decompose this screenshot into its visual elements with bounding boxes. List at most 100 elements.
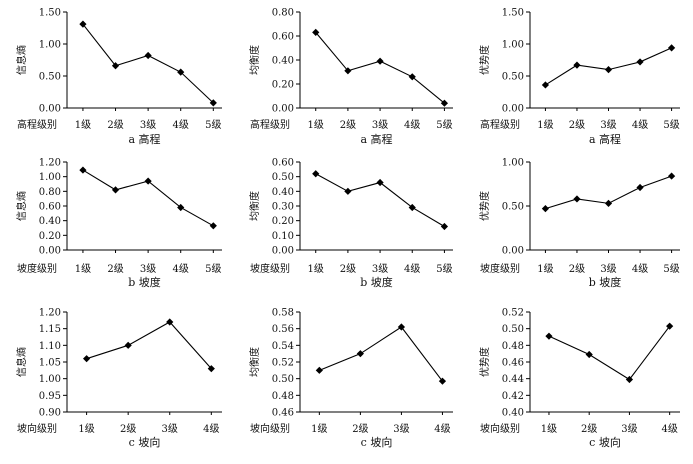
panel-8-data-point-2 <box>585 350 593 359</box>
panel-7-y-tick-label: 0.56 <box>272 324 294 335</box>
panel-6-y-tick-label: 1.00 <box>39 374 61 385</box>
panel-1-data-point-3 <box>376 57 384 65</box>
panel-7-caption: c 坡向 <box>361 435 393 449</box>
panel-5-data-point-3 <box>604 199 613 207</box>
panel-2-x-tick-label: 3级 <box>600 119 616 131</box>
panel-4-x-tick-label: 1级 <box>308 263 324 275</box>
panel-7-data-point-4 <box>438 377 447 385</box>
panel-5-x-tick-label: 4级 <box>632 263 648 275</box>
panel-8-x-tick-label: 2级 <box>581 423 597 435</box>
panel-5-x-tick-label: 3级 <box>600 263 616 275</box>
panel-4-data-point-5 <box>440 222 449 231</box>
panel-8-y-tick-label: 0.44 <box>502 374 524 385</box>
panel-5-data-point-1 <box>541 205 550 213</box>
panel-6-y-tick-label: 1.10 <box>39 341 61 352</box>
panel-0-x-tick-label: 3级 <box>140 119 156 131</box>
panel-8-caption: c 坡向 <box>589 435 621 449</box>
panel-1-y-tick-label: 0.40 <box>272 56 294 67</box>
panel-0-data-point-5 <box>209 99 217 107</box>
panel-1-x-tick-label: 3级 <box>372 119 388 131</box>
panel-6-data-point-4 <box>207 365 215 373</box>
panel-3-y-tick-label: 1.00 <box>39 172 61 183</box>
panel-0-x-tick-label: 1级 <box>75 119 91 131</box>
panel-8-y-tick-label: 0.46 <box>502 358 524 369</box>
panel-0-series-line <box>82 23 214 104</box>
panel-2-x-tick-label: 1级 <box>537 119 553 131</box>
panel-5-data-point-4 <box>636 183 644 192</box>
panel-6-y-tick-label: 1.15 <box>39 324 61 335</box>
panel-7-y-tick-label: 0.52 <box>272 358 294 369</box>
panel-0-y-tick-label: 1.50 <box>39 8 61 19</box>
panel-5-y-tick-label: 0.50 <box>502 202 524 213</box>
panel-1-x-tick-label: 4级 <box>404 119 420 131</box>
panel-7-y-tick-label: 0.48 <box>272 391 294 402</box>
panel-1-data-point-4 <box>408 73 416 81</box>
panel-4-data-point-4 <box>408 203 416 212</box>
panel-7-y-tick-label: 0.54 <box>272 341 294 352</box>
panel-8-y-tick-label: 0.42 <box>502 391 524 402</box>
panel-0-y-tick-label: 0.50 <box>39 72 61 83</box>
panel-2-x-tick-label: 5级 <box>663 119 679 131</box>
panel-3-x-axis-label: 坡度级别 <box>17 262 57 275</box>
panel-5-y-axis-label: 优势度 <box>478 191 491 221</box>
panel-4-data-point-1 <box>312 170 320 178</box>
panel-0-data-point-3 <box>144 51 152 60</box>
panel-4-x-axis-label: 坡度级别 <box>250 262 290 275</box>
panel-6-data-point-2 <box>124 341 132 349</box>
panel-2-y-tick-label: 1.00 <box>502 40 524 51</box>
panel-0-y-tick-label: 1.00 <box>39 40 61 51</box>
panel-8-y-tick-label: 0.52 <box>502 308 524 319</box>
panel-8-data-point-3 <box>625 375 634 384</box>
panel-3-y-tick-label: 0.60 <box>39 202 61 213</box>
panel-7-y-tick-label: 0.58 <box>272 308 294 319</box>
panel-5-data-point-5 <box>667 172 676 180</box>
panel-8-x-axis-label: 坡向级别 <box>480 422 520 435</box>
panel-3-y-tick-label: 0.20 <box>39 231 61 242</box>
panel-8-series-line <box>548 325 671 381</box>
panel-2-data-point-5 <box>667 44 676 52</box>
panel-1-data-point-2 <box>344 67 352 75</box>
panel-7-y-tick-label: 0.46 <box>272 408 294 419</box>
panel-7-x-tick-label: 3级 <box>393 423 409 435</box>
panel-8-y-tick-label: 0.48 <box>502 341 524 352</box>
panel-7-series-line <box>319 326 443 382</box>
panel-4-caption: b 坡度 <box>360 275 393 289</box>
panel-6-series-line <box>86 321 212 370</box>
panel-8-x-tick-label: 3级 <box>621 423 637 435</box>
panel-4-y-tick-label: 0.20 <box>272 216 294 227</box>
panel-6-x-axis-label: 坡向级别 <box>17 422 57 435</box>
panel-3-x-tick-label: 4级 <box>173 263 189 275</box>
panel-3-data-point-5 <box>209 222 217 230</box>
panel-0-caption: a 高程 <box>128 132 160 146</box>
panel-6-y-axis-label: 信息熵 <box>15 347 28 377</box>
panel-1-data-point-5 <box>440 99 449 107</box>
panel-6-y-tick-label: 0.90 <box>39 408 61 419</box>
panel-1-y-tick-label: 0.20 <box>272 80 294 91</box>
panel-4-x-tick-label: 3级 <box>372 263 388 275</box>
panel-2-x-tick-label: 4级 <box>632 119 648 131</box>
panel-0-x-tick-label: 2级 <box>107 119 123 131</box>
panel-6-x-tick-label: 3级 <box>162 423 178 435</box>
panel-1-x-tick-label: 5级 <box>436 119 452 131</box>
panel-7-x-axis-label: 坡向级别 <box>250 422 290 435</box>
panel-2-data-point-3 <box>604 66 613 74</box>
panel-2-data-point-2 <box>573 61 581 69</box>
panel-3-data-point-1 <box>79 166 87 174</box>
panel-7-y-tick-label: 0.50 <box>272 374 294 385</box>
panel-7-y-axis-label: 均衡度 <box>248 347 261 377</box>
panel-0-y-tick-label: 0.00 <box>39 104 61 115</box>
panel-2-caption: a 高程 <box>589 132 621 146</box>
panel-1-y-axis-label: 均衡度 <box>248 45 261 75</box>
panel-4-y-axis-label: 均衡度 <box>248 191 261 221</box>
panel-4-data-point-2 <box>344 187 352 195</box>
panel-0-data-point-2 <box>111 62 120 70</box>
panel-3-y-tick-label: 0.00 <box>39 246 61 257</box>
panel-4-y-tick-label: 0.00 <box>272 246 294 257</box>
panel-8-y-tick-label: 0.40 <box>502 408 524 419</box>
panel-2-x-axis-label: 高程级别 <box>480 118 520 131</box>
panel-1-series-line <box>315 32 445 104</box>
panel-2-y-tick-label: 0.50 <box>502 72 524 83</box>
panel-6-caption: c 坡向 <box>129 435 161 449</box>
panel-0-data-point-4 <box>177 68 185 76</box>
